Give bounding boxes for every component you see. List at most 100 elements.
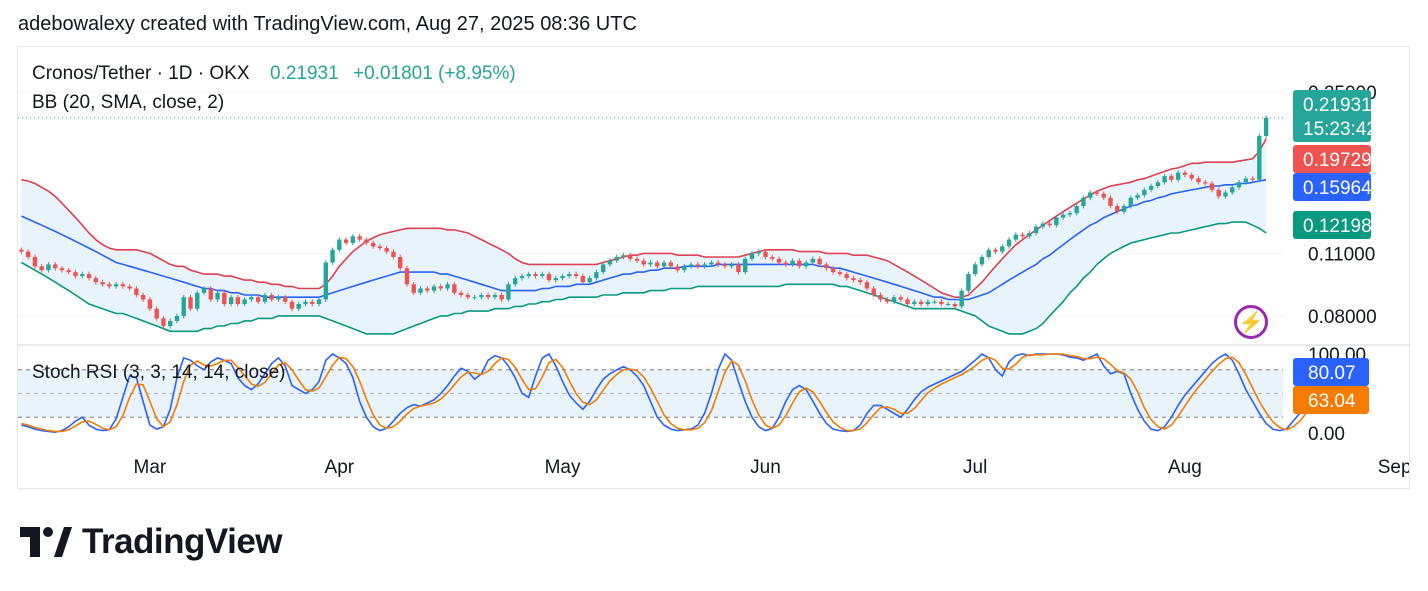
- candle-body: [364, 239, 369, 243]
- price-label-value: 0.19729: [1303, 150, 1372, 171]
- candle-body: [851, 278, 856, 281]
- candle-body: [1000, 246, 1005, 252]
- price-tick-label: 0.08000: [1308, 307, 1377, 328]
- candle-body: [53, 264, 58, 269]
- legend-bb[interactable]: BB (20, SMA, close, 2): [32, 92, 224, 113]
- candle-body: [973, 264, 978, 275]
- candle-body: [986, 249, 991, 257]
- candle-body: [932, 301, 937, 303]
- legend-stoch[interactable]: Stoch RSI (3, 3, 14, 14, close): [32, 362, 285, 383]
- stoch-label-value: 63.04: [1308, 391, 1356, 412]
- candle-body: [73, 272, 78, 277]
- candle-body: [952, 304, 958, 307]
- candle-body: [959, 290, 964, 307]
- candle-body: [540, 274, 545, 277]
- time-tick-label: Aug: [1168, 457, 1202, 478]
- candle-body: [600, 264, 606, 273]
- candle-body: [749, 253, 755, 259]
- candle-body: [140, 295, 146, 300]
- candle-body: [154, 308, 159, 319]
- candle-body: [655, 262, 660, 267]
- candle-body: [661, 262, 667, 267]
- price-labels: 0.21931 15:23:42 0.19729 0.15964 0.12198: [1293, 90, 1377, 239]
- candle-body: [242, 299, 247, 305]
- tradingview-logo-text: TradingView: [82, 522, 283, 561]
- candle-body: [695, 264, 701, 267]
- stoch-k-line: [21, 352, 1335, 434]
- candle-body: [19, 249, 24, 252]
- stoch-label-value: 80.07: [1308, 363, 1356, 384]
- candle-body: [1169, 176, 1174, 180]
- candle-body: [783, 262, 788, 265]
- candle-body: [100, 282, 105, 285]
- candle-body: [1088, 192, 1093, 198]
- candle-body: [174, 315, 180, 321]
- candle-body: [208, 288, 213, 300]
- candle-body: [1148, 186, 1154, 190]
- candle-body: [1257, 135, 1262, 180]
- price-label-box: [1293, 211, 1371, 239]
- candle-body: [80, 274, 85, 277]
- candle-body: [188, 297, 193, 309]
- candle-body: [1033, 226, 1039, 234]
- candle-body: [580, 276, 586, 283]
- candle-body: [587, 278, 592, 283]
- candle-body: [628, 255, 633, 259]
- candle-body: [32, 256, 38, 267]
- legend-last-price: 0.21931: [270, 63, 339, 84]
- candle-body: [1175, 172, 1181, 180]
- legend-symbol[interactable]: Cronos/Tether · 1D · OKX: [32, 63, 250, 84]
- price-label-box: [1293, 90, 1371, 142]
- candle-body: [1027, 233, 1032, 237]
- candle-body: [1236, 182, 1242, 188]
- candle-body: [472, 297, 477, 299]
- candle-body: [553, 278, 558, 281]
- candle-body: [323, 262, 328, 300]
- candle-body: [1250, 178, 1255, 180]
- candle-body: [925, 301, 931, 305]
- candle-body: [776, 258, 782, 263]
- candle-body: [546, 274, 552, 281]
- candle-body: [1094, 192, 1100, 194]
- bb-upper-line: [21, 138, 1267, 298]
- candle-body: [431, 286, 437, 291]
- candle-body: [222, 292, 227, 305]
- candle-body: [641, 260, 646, 265]
- bb-lower-line: [21, 221, 1267, 335]
- candle-body: [993, 249, 998, 252]
- candle-body: [1101, 193, 1106, 198]
- candle-body: [966, 274, 971, 291]
- lightning-icon[interactable]: ⚡: [1234, 305, 1268, 339]
- candle-body: [871, 288, 876, 296]
- candle-body: [918, 301, 924, 305]
- candle-body: [1074, 206, 1079, 214]
- candle-body: [688, 264, 694, 267]
- candle-body: [66, 270, 71, 273]
- price-label-box: [1293, 145, 1371, 173]
- candle-body: [979, 256, 985, 265]
- candle-body: [93, 278, 98, 283]
- candle-body: [675, 266, 680, 271]
- candle-body: [803, 262, 809, 267]
- candle-body: [1013, 234, 1018, 240]
- candle-body: [1263, 117, 1269, 136]
- candle-body: [46, 264, 51, 271]
- price-label-value: 0.15964: [1303, 178, 1372, 199]
- candle-body: [621, 255, 626, 257]
- candle-body: [134, 288, 139, 296]
- time-tick-label: Jun: [750, 457, 781, 478]
- candle-body: [438, 286, 443, 289]
- candle-body: [391, 251, 396, 257]
- candle-body: [1142, 189, 1147, 196]
- candle-body: [1189, 174, 1194, 179]
- candle-body: [1155, 182, 1161, 187]
- candle-body: [722, 264, 728, 267]
- candle-body: [425, 288, 430, 291]
- candle-body: [255, 297, 261, 302]
- candle-body: [1081, 197, 1086, 207]
- candle-body: [201, 288, 207, 293]
- candle-body: [147, 299, 153, 309]
- tradingview-logo: TradingView: [20, 522, 283, 562]
